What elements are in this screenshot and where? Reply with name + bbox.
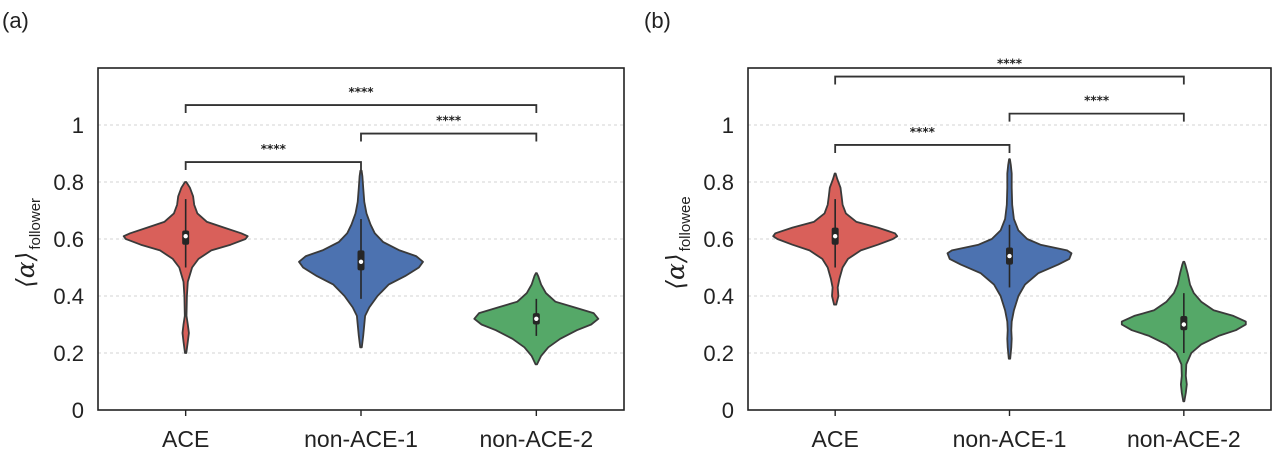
median-point-non-ace-2 — [534, 316, 539, 321]
y-tick-label: 0.6 — [703, 227, 734, 252]
y-tick-label: 0.2 — [53, 341, 84, 366]
median-point-non-ace-2 — [1181, 322, 1187, 327]
significance-label: **** — [910, 125, 936, 139]
median-point-non-ace-1 — [1007, 253, 1012, 259]
significance-label: **** — [1084, 94, 1110, 108]
x-category-label: non-ACE-2 — [479, 426, 593, 450]
y-tick-label: 0.8 — [703, 170, 734, 195]
y-tick-label: 0.4 — [53, 284, 84, 309]
significance-label: **** — [348, 85, 374, 99]
x-category-label: non-ACE-2 — [1127, 426, 1241, 450]
significance-label: **** — [997, 57, 1023, 71]
x-category-label: non-ACE-1 — [304, 426, 418, 450]
y-axis-label-subscript: followee — [677, 196, 694, 251]
x-category-label: ACE — [162, 426, 209, 450]
panel-label-a: (a) — [2, 8, 29, 33]
median-point-ace — [183, 233, 188, 239]
y-axis-label-main: ⟨α⟩ — [661, 253, 690, 289]
y-tick-label: 0 — [722, 398, 734, 423]
y-tick-label: 0.6 — [53, 227, 84, 252]
y-tick-label: 0 — [72, 398, 84, 423]
y-tick-label: 1 — [72, 113, 84, 138]
y-axis-label-subscript: follower — [27, 198, 44, 250]
x-category-label: non-ACE-1 — [953, 426, 1067, 450]
y-tick-label: 1 — [722, 113, 734, 138]
significance-label: **** — [436, 114, 462, 128]
y-axis-label: ⟨α⟩ followee — [661, 196, 694, 289]
significance-label: **** — [261, 142, 287, 156]
median-point-non-ace-1 — [358, 259, 364, 264]
y-tick-label: 0.2 — [703, 341, 734, 366]
chart-panel-b: 0 0.2 0.4 0.6 0.8 1 ⟨α⟩ followee **** **** **** ACE… — [661, 57, 1272, 450]
x-category-label: ACE — [812, 426, 859, 450]
y-tick-label: 0.4 — [703, 284, 734, 309]
y-axis-label-main: ⟨α⟩ — [11, 252, 40, 288]
y-axis-label: ⟨α⟩ follower — [11, 198, 44, 288]
significance-bracket — [184, 161, 362, 171]
panel-label-b: (b) — [644, 8, 671, 33]
significance-bracket — [834, 144, 1011, 153]
significance-bracket — [184, 104, 538, 114]
significance-bracket — [1008, 112, 1185, 122]
chart-panel-a: 0 0.2 0.4 0.6 0.8 1 ⟨α⟩ follower **** **** **** ACE… — [11, 67, 625, 450]
median-point-ace — [832, 233, 838, 239]
y-tick-label: 0.8 — [53, 170, 84, 195]
significance-bracket — [834, 75, 1185, 85]
significance-bracket — [360, 132, 538, 142]
